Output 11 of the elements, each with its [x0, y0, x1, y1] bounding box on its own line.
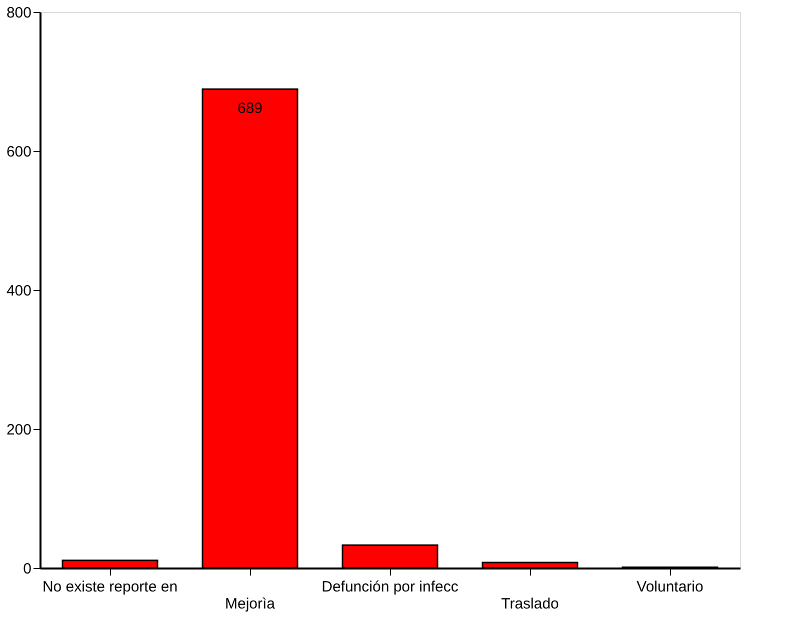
x-tick-label: Voluntario [636, 578, 704, 596]
x-tick-label: Mejorìa [224, 596, 276, 612]
x-tick-label: Defunción por infecc [322, 578, 459, 596]
x-tick-label: Traslado [501, 596, 559, 612]
y-tick-label: 600 [6, 144, 32, 160]
data-label: 689 [237, 100, 263, 118]
y-tick-label: 0 [23, 560, 32, 578]
x-tick-label: No existe reporte en [42, 578, 178, 596]
y-tick-label: 800 [6, 4, 32, 22]
y-tick-label: 400 [6, 282, 32, 300]
y-tick-label: 200 [6, 422, 32, 438]
